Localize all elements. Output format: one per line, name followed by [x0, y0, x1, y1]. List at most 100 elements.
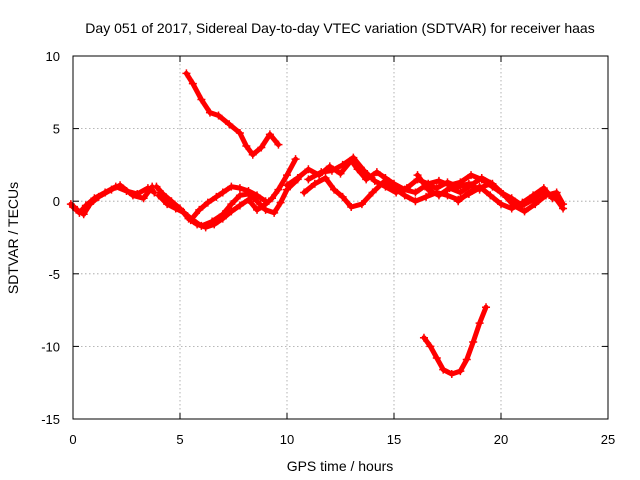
y-tick-label: -5: [48, 267, 60, 282]
data-point: [482, 303, 491, 312]
data-point: [434, 176, 443, 185]
data-point: [475, 182, 484, 191]
data-point: [242, 142, 251, 151]
data-point: [362, 175, 371, 184]
data-point: [338, 192, 347, 201]
data-point: [411, 188, 420, 197]
data-point: [180, 208, 189, 217]
data-point: [529, 191, 538, 200]
data-point: [227, 207, 236, 216]
data-point: [300, 188, 309, 197]
data-point: [152, 182, 161, 191]
data-point: [225, 120, 234, 129]
data-point: [261, 197, 270, 206]
x-tick-label: 15: [387, 432, 401, 447]
data-point: [469, 338, 478, 347]
data-point: [426, 342, 435, 351]
grid-layer: [73, 56, 608, 419]
data-point: [276, 198, 285, 207]
data-point: [368, 188, 377, 197]
data-point: [321, 173, 330, 182]
data-point: [520, 207, 529, 216]
data-point: [253, 205, 262, 214]
data-point: [439, 365, 448, 374]
data-point: [464, 188, 473, 197]
series-trace-i: [304, 153, 568, 213]
data-point: [73, 205, 82, 214]
y-axis-label: SDTVAR / TECUs: [5, 182, 21, 294]
data-point: [265, 130, 274, 139]
data-point: [197, 221, 206, 230]
data-point: [518, 198, 527, 207]
ticks-layer: [72, 55, 609, 420]
data-point: [456, 188, 465, 197]
data-point: [107, 185, 116, 194]
data-point: [218, 210, 227, 219]
data-point: [467, 181, 476, 190]
data-point: [235, 184, 244, 193]
y-tick-label: -10: [41, 339, 60, 354]
data-point: [411, 197, 420, 206]
data-point: [197, 95, 206, 104]
data-point: [462, 355, 471, 364]
data-point: [291, 155, 300, 164]
data-point: [392, 188, 401, 197]
data-point: [248, 150, 257, 159]
data-point: [336, 169, 345, 178]
data-point: [66, 200, 75, 209]
data-point: [548, 194, 557, 203]
data-point: [349, 153, 358, 162]
data-point: [214, 111, 223, 120]
data-point: [257, 143, 266, 152]
data-point: [434, 191, 443, 200]
data-point: [293, 173, 302, 182]
data-point: [413, 171, 422, 180]
data-point: [456, 367, 465, 376]
data-point: [268, 194, 277, 203]
data-point: [227, 200, 236, 209]
data-point: [432, 354, 441, 363]
series-line: [455, 184, 555, 211]
data-point: [139, 194, 148, 203]
data-point: [244, 187, 253, 196]
x-tick-label: 25: [601, 432, 615, 447]
data-point: [445, 184, 454, 193]
x-tick-label: 0: [69, 432, 76, 447]
data-point: [116, 181, 125, 190]
data-point: [447, 369, 456, 378]
data-point: [454, 197, 463, 206]
data-point: [422, 192, 431, 201]
data-point: [372, 168, 381, 177]
data-point: [261, 205, 270, 214]
series-trace-l: [419, 303, 491, 378]
y-tick-label: -15: [41, 412, 60, 427]
data-point: [488, 179, 497, 188]
data-point: [467, 171, 476, 180]
data-point: [79, 210, 88, 219]
data-point: [424, 185, 433, 194]
series-trace-d: [154, 175, 302, 230]
x-tick-label: 10: [280, 432, 294, 447]
data-point: [182, 69, 191, 78]
data-point: [304, 175, 313, 184]
data-point: [499, 189, 508, 198]
data-point: [227, 182, 236, 191]
data-point: [283, 181, 291, 190]
data-point: [195, 205, 204, 214]
data-point: [310, 179, 319, 188]
data-point: [402, 184, 411, 193]
data-point: [186, 216, 195, 225]
data-point: [253, 191, 262, 200]
data-point: [154, 191, 163, 200]
data-point: [330, 185, 339, 194]
data-point: [270, 208, 279, 217]
data-point: [205, 108, 214, 117]
plot-frame: [72, 55, 609, 420]
data-point: [456, 178, 465, 187]
data-point: [274, 185, 283, 194]
series-line: [421, 304, 489, 377]
data-point: [235, 191, 244, 200]
x-axis-label: GPS time / hours: [287, 458, 394, 474]
data-point: [212, 192, 221, 201]
data-point: [317, 168, 326, 177]
